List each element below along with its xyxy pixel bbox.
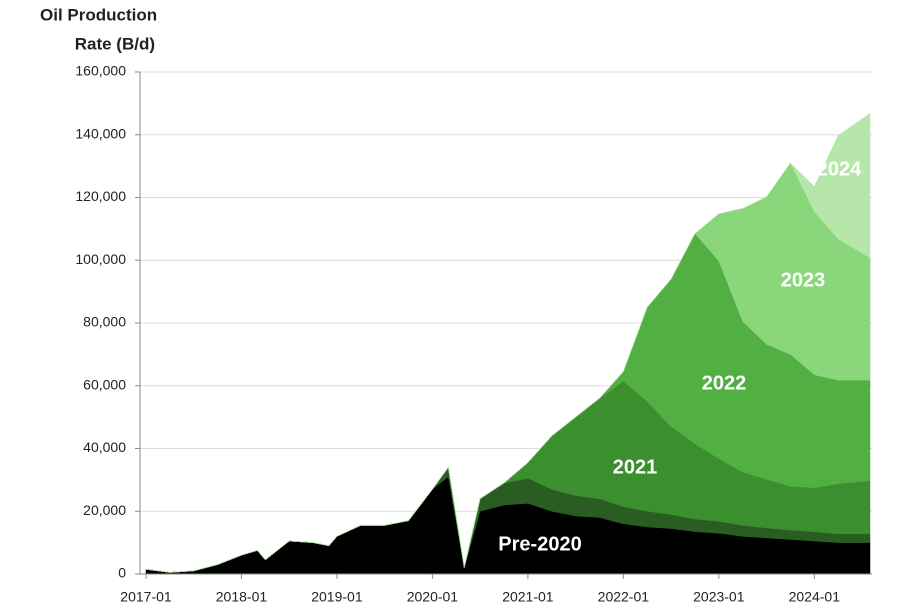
x-tick-label: 2020-01 xyxy=(407,589,459,605)
y-axis-title: Oil Production xyxy=(40,5,157,24)
x-tick-label: 2022-01 xyxy=(598,589,650,605)
area xyxy=(145,112,871,573)
y-tick-label: 60,000 xyxy=(83,376,126,392)
x-tick-label: 2019-01 xyxy=(311,589,363,605)
y-tick-label: 0 xyxy=(118,565,126,581)
y-tick-label: 160,000 xyxy=(75,63,126,79)
area-label: 2022 xyxy=(702,372,747,394)
y-tick-label: 40,000 xyxy=(83,439,126,455)
x-tick-label: 2021-01 xyxy=(502,589,554,605)
x-tick-label: 2024-01 xyxy=(789,589,841,605)
area-label: 2023 xyxy=(781,269,826,291)
x-tick-label: 2017-01 xyxy=(120,589,172,605)
x-tick-label: 2018-01 xyxy=(216,589,268,605)
area-label: 2024 xyxy=(817,158,862,180)
area-label: Pre-2020 xyxy=(498,533,581,555)
x-tick-label: 2023-01 xyxy=(693,589,745,605)
y-tick-label: 20,000 xyxy=(83,502,126,518)
y-tick-label: 120,000 xyxy=(75,188,126,204)
area-label: 2021 xyxy=(613,456,658,478)
y-tick-label: 100,000 xyxy=(75,251,126,267)
y-tick-label: 140,000 xyxy=(75,125,126,141)
y-axis-title: Rate (B/d) xyxy=(75,34,155,53)
y-tick-label: 80,000 xyxy=(83,314,126,330)
